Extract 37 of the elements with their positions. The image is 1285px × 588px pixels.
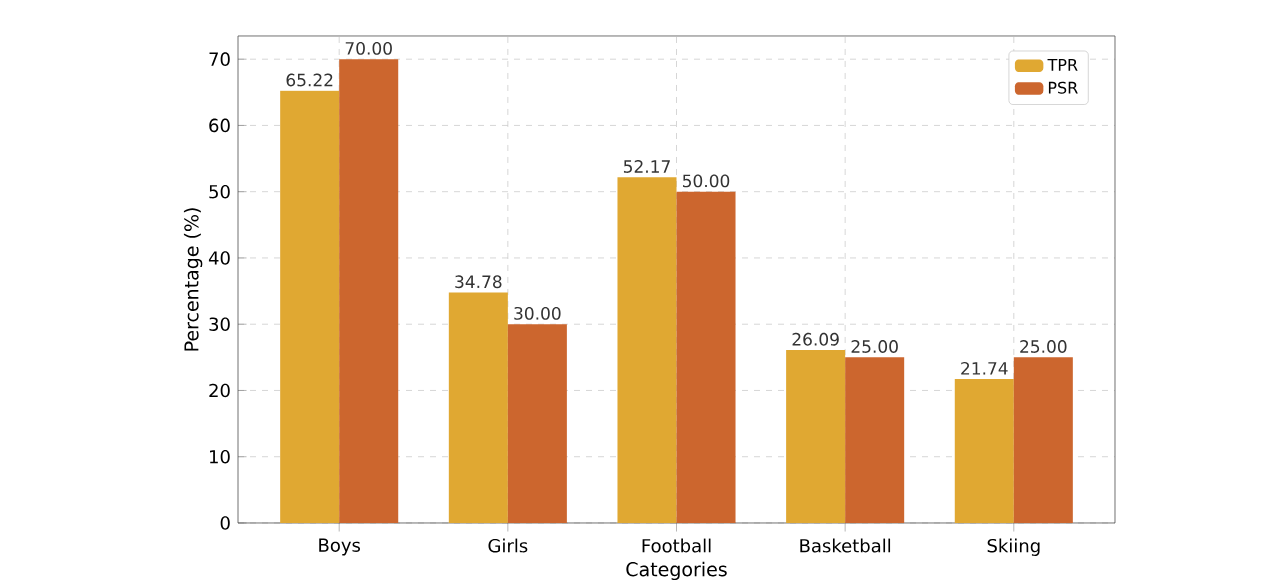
- bar: [507, 324, 567, 523]
- legend-label: TPR: [1047, 58, 1078, 71]
- y-tick-label: 70: [209, 52, 230, 66]
- bar: [1013, 357, 1073, 523]
- data-label: 70.00: [345, 41, 392, 55]
- bar: [280, 90, 340, 523]
- data-label: 52.17: [623, 160, 670, 173]
- y-tick-label: 10: [210, 449, 230, 464]
- data-label: 30.00: [514, 306, 561, 320]
- data-label: 25.00: [851, 340, 898, 353]
- bar: [845, 357, 905, 523]
- bar: [676, 191, 736, 523]
- data-label: 26.09: [792, 332, 839, 346]
- y-tick-label: 20: [209, 383, 230, 398]
- bar: [786, 350, 846, 523]
- x-axis-title: Categories: [626, 561, 727, 581]
- x-tick-label: Football: [642, 538, 711, 553]
- legend-label: PSR: [1048, 81, 1078, 94]
- data-label: 50.00: [683, 174, 730, 188]
- y-axis-title: Percentage (%): [183, 208, 203, 351]
- y-tick-label: 50: [209, 184, 230, 199]
- bar: [954, 378, 1014, 523]
- data-label: 34.78: [455, 275, 502, 289]
- y-tick-label: 30: [209, 317, 230, 332]
- bar: [617, 177, 677, 523]
- x-tick-label: Skiing: [987, 538, 1040, 556]
- x-tick-label: Basketball: [800, 538, 891, 553]
- bar: [448, 292, 508, 523]
- data-label: 65.22: [286, 73, 333, 87]
- bar: [339, 59, 399, 523]
- x-tick-label: Boys: [319, 538, 361, 556]
- data-label: 25.00: [1020, 340, 1067, 353]
- y-tick-label: 40: [208, 251, 230, 265]
- x-tick-label: Girls: [488, 538, 528, 553]
- y-tick-label: 0: [220, 516, 230, 530]
- data-label: 21.74: [961, 361, 1008, 375]
- y-tick-label: 60: [209, 118, 230, 133]
